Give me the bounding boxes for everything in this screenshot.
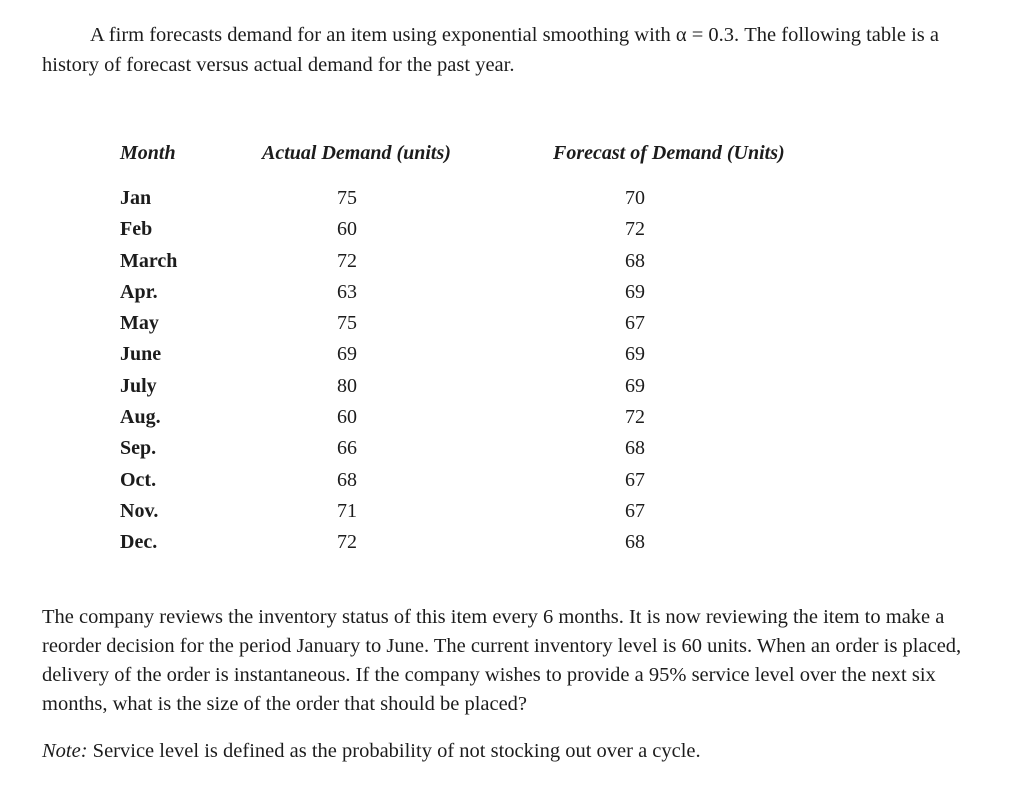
cell-month: Apr.: [120, 280, 158, 303]
cell-forecast: 68: [625, 437, 645, 460]
table-row: May 75 67: [120, 308, 1024, 339]
cell-forecast: 72: [625, 406, 645, 429]
column-header-forecast-demand: Forecast of Demand (Units): [553, 142, 785, 164]
table-row: Aug. 60 72: [120, 402, 1024, 433]
intro-paragraph: A firm forecasts demand for an item usin…: [42, 24, 939, 76]
table-row: March 72 68: [120, 246, 1024, 277]
cell-actual: 72: [337, 249, 357, 272]
table-body: Jan 75 70 Feb 60 72 March 72 68 Apr. 63 69 May 75 67 Ju…: [120, 183, 1024, 559]
cell-month: Aug.: [120, 406, 161, 429]
cell-forecast: 69: [625, 374, 645, 397]
question-paragraph: The company reviews the inventory status…: [42, 605, 962, 715]
demand-table: Month Actual Demand (units) Forecast of …: [120, 138, 1024, 559]
cell-forecast: 67: [625, 312, 645, 335]
cell-actual: 60: [337, 406, 357, 429]
cell-forecast: 67: [625, 468, 645, 491]
cell-actual: 69: [337, 343, 357, 366]
cell-actual: 68: [337, 468, 357, 491]
cell-actual: 72: [337, 531, 357, 554]
table-row: July 80 69: [120, 371, 1024, 402]
cell-month: July: [120, 374, 157, 397]
column-header-month: Month: [120, 142, 176, 164]
table-header-row: Month Actual Demand (units) Forecast of …: [120, 138, 1024, 169]
column-header-actual-demand: Actual Demand (units): [262, 142, 451, 164]
note-label: Note:: [42, 739, 88, 762]
cell-actual: 63: [337, 280, 357, 303]
table-row: Sep. 66 68: [120, 433, 1024, 464]
cell-actual: 75: [337, 312, 357, 335]
cell-month: Nov.: [120, 499, 159, 522]
cell-month: Oct.: [120, 468, 157, 491]
cell-actual: 66: [337, 437, 357, 460]
cell-forecast: 70: [625, 187, 645, 209]
cell-month: March: [120, 249, 178, 272]
cell-actual: 60: [337, 218, 357, 241]
table-row: Apr. 63 69: [120, 277, 1024, 308]
cell-forecast: 67: [625, 499, 645, 522]
table-row: Jan 75 70: [120, 183, 1024, 214]
cell-forecast: 69: [625, 343, 645, 366]
cell-forecast: 69: [625, 280, 645, 303]
note-text: Service level is defined as the probabil…: [87, 739, 701, 762]
note-paragraph: Note: Service level is defined as the pr…: [42, 737, 984, 766]
table-row: June 69 69: [120, 339, 1024, 370]
cell-actual: 71: [337, 499, 357, 522]
cell-forecast: 68: [625, 249, 645, 272]
table-row: Feb 60 72: [120, 214, 1024, 245]
table-row: Nov. 71 67: [120, 496, 1024, 527]
cell-month: Sep.: [120, 437, 157, 460]
table-row: Oct. 68 67: [120, 465, 1024, 496]
cell-actual: 75: [337, 187, 357, 209]
cell-month: June: [120, 343, 162, 366]
cell-month: Dec.: [120, 531, 158, 554]
cell-actual: 80: [337, 374, 357, 397]
cell-forecast: 72: [625, 218, 645, 241]
cell-month: Jan: [120, 187, 152, 209]
table-row: Dec. 72 68: [120, 527, 1024, 558]
cell-forecast: 68: [625, 531, 645, 554]
cell-month: Feb: [120, 218, 153, 241]
cell-month: May: [120, 312, 159, 335]
